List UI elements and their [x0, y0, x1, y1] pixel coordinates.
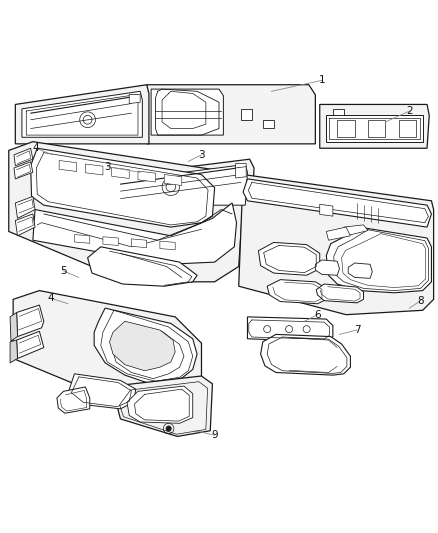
Polygon shape [326, 115, 423, 142]
Polygon shape [160, 241, 175, 250]
Polygon shape [267, 280, 326, 304]
Polygon shape [129, 94, 140, 103]
Polygon shape [94, 308, 197, 383]
Text: 4: 4 [32, 143, 39, 154]
Polygon shape [15, 85, 149, 144]
Polygon shape [88, 247, 197, 286]
Text: 3: 3 [104, 161, 111, 172]
Polygon shape [17, 305, 44, 336]
Polygon shape [9, 142, 243, 284]
Polygon shape [110, 321, 175, 371]
Polygon shape [14, 148, 33, 166]
Polygon shape [127, 386, 193, 423]
Text: 8: 8 [417, 296, 424, 305]
Polygon shape [107, 159, 254, 209]
Polygon shape [326, 227, 350, 240]
Polygon shape [315, 260, 339, 275]
Text: 4: 4 [47, 293, 54, 303]
Polygon shape [333, 109, 344, 115]
Polygon shape [17, 332, 44, 359]
Text: 2: 2 [406, 106, 413, 116]
Polygon shape [337, 120, 355, 138]
Text: 7: 7 [353, 325, 360, 335]
Polygon shape [320, 204, 333, 216]
Polygon shape [59, 160, 77, 172]
Polygon shape [368, 120, 385, 138]
Polygon shape [22, 91, 142, 138]
Polygon shape [247, 317, 333, 342]
Polygon shape [57, 387, 90, 413]
Text: 1: 1 [318, 75, 325, 85]
Polygon shape [348, 263, 372, 278]
Text: 6: 6 [314, 310, 321, 320]
Polygon shape [74, 235, 90, 243]
Text: 3: 3 [198, 150, 205, 160]
Polygon shape [151, 89, 223, 135]
Polygon shape [399, 120, 416, 138]
Polygon shape [116, 376, 212, 437]
Polygon shape [15, 197, 35, 219]
Polygon shape [147, 85, 315, 144]
Polygon shape [112, 167, 129, 179]
Polygon shape [258, 243, 320, 275]
Circle shape [166, 426, 171, 431]
Text: 9: 9 [211, 430, 218, 440]
Polygon shape [33, 203, 237, 264]
Polygon shape [116, 165, 247, 205]
Polygon shape [14, 162, 33, 179]
Text: 5: 5 [60, 266, 67, 276]
Polygon shape [164, 174, 182, 185]
Polygon shape [236, 164, 246, 178]
Polygon shape [239, 174, 434, 314]
Polygon shape [138, 171, 155, 182]
Polygon shape [316, 284, 364, 303]
Polygon shape [68, 374, 136, 409]
Polygon shape [263, 120, 274, 128]
Polygon shape [241, 109, 252, 120]
Polygon shape [261, 334, 350, 375]
Polygon shape [10, 340, 18, 363]
Polygon shape [131, 239, 147, 248]
Polygon shape [13, 290, 201, 411]
Polygon shape [243, 179, 431, 227]
Polygon shape [344, 225, 368, 236]
Polygon shape [326, 227, 431, 293]
Polygon shape [10, 312, 18, 341]
Polygon shape [31, 148, 215, 227]
Polygon shape [103, 237, 118, 246]
Polygon shape [320, 104, 429, 148]
Polygon shape [15, 214, 35, 236]
Polygon shape [85, 164, 103, 175]
